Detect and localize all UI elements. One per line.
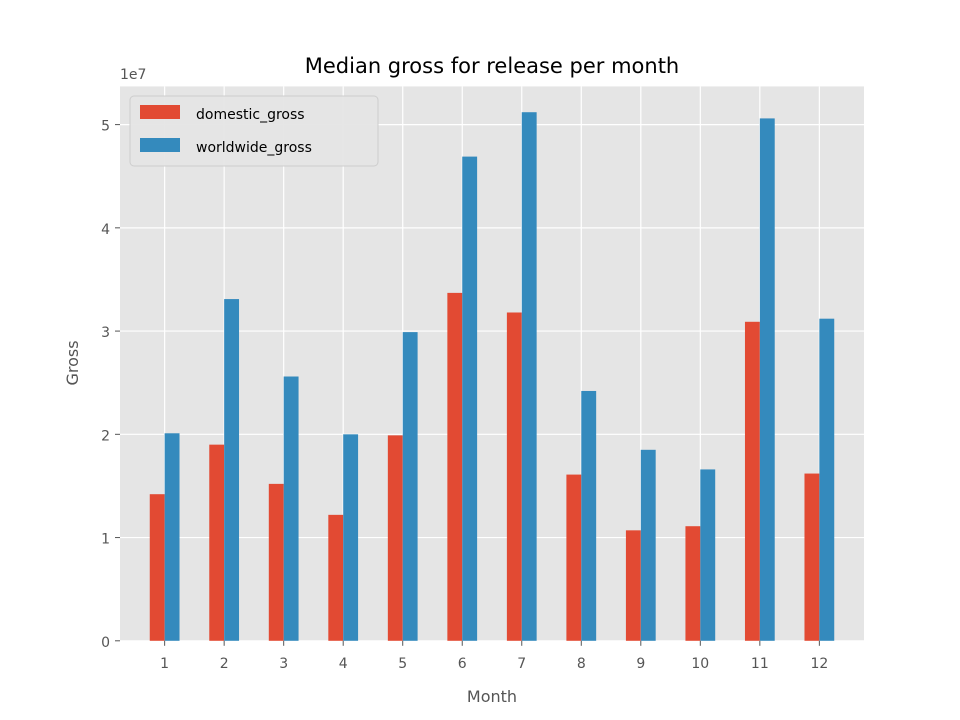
bar-worldwide-gross — [343, 434, 359, 641]
x-tick-label: 6 — [458, 656, 467, 672]
y-tick-label: 0 — [101, 635, 110, 651]
bar-domestic-gross — [744, 321, 760, 641]
bar-worldwide-gross — [283, 376, 299, 641]
bar-domestic-gross — [268, 483, 284, 641]
bar-worldwide-gross — [819, 318, 835, 641]
legend: domestic_gross worldwide_gross — [129, 95, 379, 167]
x-axis-ticks: 1 2 3 4 5 6 7 8 9 10 11 12 — [160, 640, 828, 672]
x-tick-label: 12 — [810, 656, 828, 672]
y-tick-label: 2 — [101, 428, 110, 444]
plot-area — [120, 86, 864, 641]
x-tick-label: 7 — [517, 656, 526, 672]
bar-worldwide-gross — [581, 390, 597, 641]
x-tick-label: 11 — [751, 656, 769, 672]
x-tick-label: 5 — [398, 656, 407, 672]
y-tick-label: 3 — [101, 325, 110, 341]
x-tick-label: 10 — [691, 656, 709, 672]
y-tick-label: 4 — [101, 222, 110, 238]
legend-swatch-worldwide-gross — [140, 138, 180, 152]
bar-worldwide-gross — [402, 332, 418, 641]
y-tick-label: 5 — [101, 119, 110, 135]
bar-worldwide-gross — [640, 449, 656, 641]
bar-domestic-gross — [506, 312, 522, 641]
x-tick-label: 2 — [220, 656, 229, 672]
bar-worldwide-gross — [700, 469, 716, 641]
bar-domestic-gross — [149, 494, 165, 641]
y-axis-ticks: 0 1 2 3 4 5 — [101, 119, 120, 651]
y-tick-label: 1 — [101, 532, 110, 548]
bar-domestic-gross — [804, 473, 820, 641]
chart-title: Median gross for release per month — [305, 54, 679, 78]
bar-domestic-gross — [387, 435, 403, 641]
legend-swatch-domestic-gross — [140, 105, 180, 119]
x-axis-label: Month — [467, 687, 517, 706]
legend-label-worldwide-gross: worldwide_gross — [196, 140, 312, 156]
bar-domestic-gross — [447, 292, 463, 641]
x-tick-label: 4 — [339, 656, 348, 672]
bar-domestic-gross — [685, 526, 701, 641]
bar-worldwide-gross — [521, 112, 537, 641]
legend-label-domestic-gross: domestic_gross — [196, 107, 305, 123]
bar-worldwide-gross — [759, 118, 775, 641]
bars — [149, 112, 835, 641]
bar-domestic-gross — [328, 514, 344, 641]
bar-domestic-gross — [209, 444, 225, 641]
bar-domestic-gross — [625, 530, 641, 641]
y-axis-offset-label: 1e7 — [120, 67, 146, 83]
x-tick-label: 3 — [279, 656, 288, 672]
y-axis-label: Gross — [63, 340, 82, 385]
bar-worldwide-gross — [462, 156, 478, 641]
x-tick-label: 1 — [160, 656, 169, 672]
x-tick-label: 9 — [636, 656, 645, 672]
bar-worldwide-gross — [164, 433, 180, 641]
x-tick-label: 8 — [577, 656, 586, 672]
bar-domestic-gross — [566, 474, 582, 641]
legend-box — [129, 95, 379, 167]
bar-worldwide-gross — [224, 299, 240, 641]
